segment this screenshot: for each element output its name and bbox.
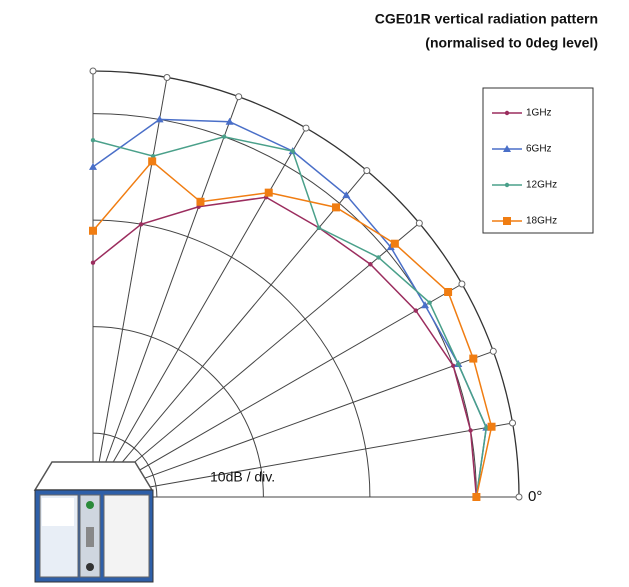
data-point bbox=[148, 157, 157, 166]
data-point bbox=[150, 153, 156, 159]
spoke-end bbox=[89, 67, 97, 75]
data-point bbox=[469, 354, 478, 363]
data-point bbox=[196, 197, 205, 206]
spoke-end bbox=[235, 93, 243, 101]
data-point bbox=[290, 148, 295, 154]
data-point bbox=[89, 162, 97, 170]
plot-area: 10dB / div. 0° bbox=[89, 67, 542, 505]
grid-spoke bbox=[92, 127, 307, 498]
annotation: 0° bbox=[528, 488, 542, 505]
data-point bbox=[503, 217, 511, 225]
series-line bbox=[92, 196, 478, 498]
data-point bbox=[342, 191, 351, 199]
data-point bbox=[504, 182, 510, 188]
legend-label: 1GHz bbox=[526, 108, 552, 119]
data-point bbox=[368, 262, 373, 267]
legend-box bbox=[482, 87, 594, 234]
series-line bbox=[92, 160, 493, 498]
chart-subtitle: (normalised to 0deg level) bbox=[425, 35, 598, 51]
outer-ring bbox=[92, 70, 520, 498]
data-point bbox=[468, 428, 473, 433]
grid-spoke bbox=[92, 96, 240, 498]
legend-label: 6GHz bbox=[526, 144, 552, 155]
data-point bbox=[456, 361, 461, 367]
grid-spoke bbox=[92, 170, 368, 498]
series-line bbox=[92, 135, 488, 498]
grid-ring bbox=[92, 113, 477, 498]
data-point bbox=[264, 188, 273, 197]
grid-spoke bbox=[92, 222, 420, 498]
legend-label: 18GHz bbox=[526, 216, 557, 227]
data-point bbox=[376, 255, 381, 260]
data-point bbox=[503, 145, 511, 152]
data-point bbox=[138, 222, 144, 227]
spoke-end bbox=[363, 167, 371, 175]
data-point bbox=[90, 138, 96, 143]
spoke-end bbox=[515, 493, 523, 501]
spoke-end bbox=[415, 219, 423, 227]
data-point bbox=[89, 226, 97, 235]
spoke-end bbox=[458, 280, 466, 288]
data-point bbox=[332, 203, 341, 212]
data-point bbox=[155, 115, 164, 123]
data-point bbox=[221, 134, 227, 139]
spoke-end bbox=[509, 419, 517, 427]
grid-spoke bbox=[92, 350, 494, 498]
data-point bbox=[472, 493, 481, 501]
data-point bbox=[390, 239, 399, 248]
data-point bbox=[225, 117, 234, 125]
spoke-end bbox=[163, 73, 171, 81]
data-point bbox=[386, 243, 395, 251]
grid-spoke bbox=[92, 77, 168, 498]
data-point bbox=[444, 287, 453, 296]
grid-ring bbox=[92, 219, 371, 498]
grid-ring bbox=[92, 432, 158, 498]
grid-spoke bbox=[92, 422, 513, 498]
data-point bbox=[451, 363, 456, 369]
legend-label: 12GHz bbox=[526, 180, 557, 191]
antenna-icon bbox=[33, 461, 154, 583]
data-point bbox=[504, 110, 510, 116]
grid-ring bbox=[92, 326, 264, 498]
data-point bbox=[484, 425, 489, 430]
data-point bbox=[427, 300, 432, 305]
spoke-end bbox=[302, 124, 310, 132]
data-point bbox=[487, 422, 496, 431]
legend: 1GHz 6GHz 12GHz 18GHz bbox=[492, 108, 557, 227]
data-point bbox=[421, 301, 430, 309]
data-point bbox=[413, 308, 419, 313]
annotation: 10dB / div. bbox=[210, 469, 275, 485]
chart-title: CGE01R vertical radiation pattern bbox=[375, 11, 598, 27]
grid-spoke bbox=[92, 283, 463, 498]
spoke-end bbox=[489, 347, 497, 355]
data-point bbox=[90, 260, 96, 265]
data-point bbox=[316, 225, 322, 230]
